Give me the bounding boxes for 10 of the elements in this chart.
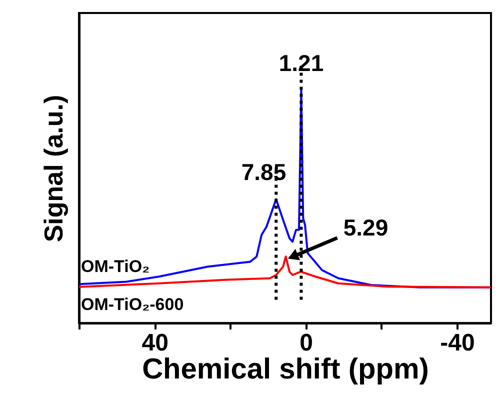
series-label: OM-TiO₂-600	[81, 294, 184, 314]
y-axis-title: Signal (a.u.)	[38, 94, 68, 242]
x-tick-label: -40	[440, 330, 475, 356]
annotation: 5.29	[343, 214, 388, 241]
x-axis-title: Chemical shift (ppm)	[142, 354, 429, 386]
series-label: OM-TiO₂	[81, 257, 150, 276]
x-tick-label: 40	[142, 330, 168, 356]
ref-line-label: 1.21	[278, 50, 324, 76]
x-tick-label: 0	[300, 330, 313, 356]
ref-line-label: 7.85	[241, 159, 286, 186]
